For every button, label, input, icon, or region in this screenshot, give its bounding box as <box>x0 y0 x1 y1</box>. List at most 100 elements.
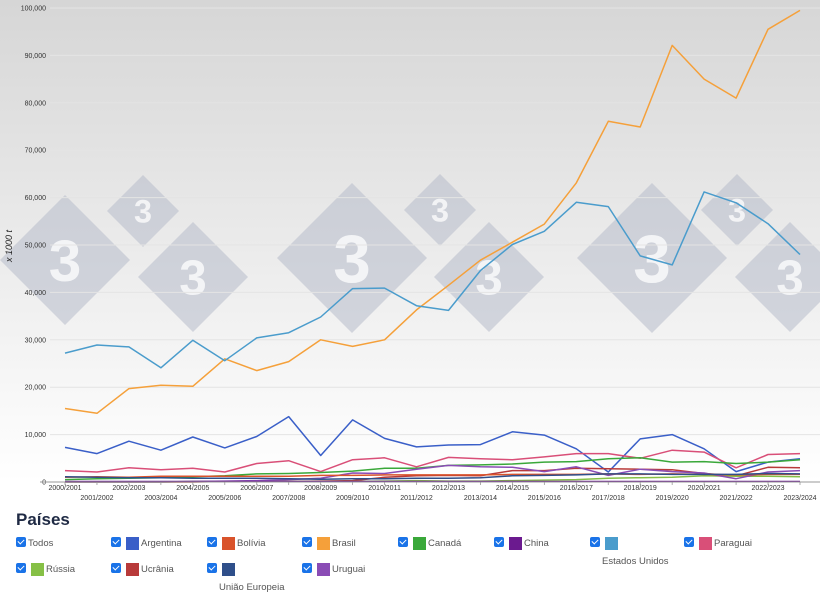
x-tick-label: 2021/2022 <box>720 495 753 502</box>
legend-checkbox[interactable] <box>111 563 121 573</box>
legend-checkbox[interactable] <box>398 537 408 547</box>
legend-item-todos[interactable]: Todos <box>16 537 53 550</box>
x-tick-label: 2006/2007 <box>240 485 273 492</box>
series-line-paraguai <box>64 449 801 473</box>
legend-swatch <box>605 537 618 550</box>
y-tick-label: 30,000 <box>25 337 47 344</box>
series-lines <box>64 9 801 483</box>
x-tick-label: 2004/2005 <box>176 485 209 492</box>
x-tick-label: 2005/2006 <box>208 495 241 502</box>
legend-checkbox[interactable] <box>16 563 26 573</box>
watermark-diamond: 3 <box>404 174 476 246</box>
legend-label: Todos <box>28 538 54 549</box>
legend-item-ucrânia[interactable]: Ucrânia <box>111 563 174 576</box>
x-tick-label: 2001/2002 <box>80 495 113 502</box>
x-tick-label: 2007/2008 <box>272 495 305 502</box>
series-line-estados-unidos <box>64 191 801 369</box>
y-tick-label: 0 <box>42 480 46 487</box>
legend-checkbox[interactable] <box>207 563 217 573</box>
legend-label: Paraguai <box>714 538 753 549</box>
legend-item-bolívia[interactable]: Bolívia <box>207 537 266 550</box>
x-tick-label: 2010/2011 <box>368 485 401 492</box>
line-chart: 333 333 333 010,00020,00030,00040,00050,00… <box>0 0 820 502</box>
y-tick-label: 90,000 <box>25 53 47 60</box>
legend-item-paraguai[interactable]: Paraguai <box>684 537 752 550</box>
watermark-glyph: 3 <box>179 251 207 306</box>
legend-swatch <box>413 537 426 550</box>
x-tick-label: 2022/2023 <box>751 485 784 492</box>
legend-label: Brasil <box>332 538 356 549</box>
legend-label: Uruguai <box>332 564 366 575</box>
y-tick-label: 50,000 <box>25 243 47 250</box>
legend-checkbox[interactable] <box>302 537 312 547</box>
y-tick-label: 70,000 <box>25 148 47 155</box>
x-tick-label: 2023/2024 <box>783 495 816 502</box>
watermark-glyph: 3 <box>431 193 449 229</box>
x-tick-label: 2011/2012 <box>400 495 433 502</box>
legend-checkbox[interactable] <box>111 537 121 547</box>
y-tick-label: 60,000 <box>25 195 47 202</box>
watermark-diamond: 3 <box>277 183 427 333</box>
legend-item-argentina[interactable]: Argentina <box>111 537 182 550</box>
legend-item-china[interactable]: China <box>494 537 549 550</box>
watermark-glyph: 3 <box>475 251 503 306</box>
x-tick-label: 2016/2017 <box>560 485 593 492</box>
x-tick-label: 2015/2016 <box>528 495 561 502</box>
x-tick-label: 2008/2009 <box>304 485 337 492</box>
legend-label: União Europeia <box>219 582 285 593</box>
watermark-glyph: 3 <box>49 229 82 294</box>
legend-swatch <box>126 563 139 576</box>
legend-swatch <box>509 537 522 550</box>
x-tick-label: 2017/2018 <box>592 495 625 502</box>
legend-swatch <box>317 563 330 576</box>
y-axis-label: x 1000 t <box>4 229 14 263</box>
watermark-diamond: 3 <box>107 175 179 247</box>
legend-checkbox[interactable] <box>302 563 312 573</box>
y-tick-label: 100,000 <box>21 6 46 13</box>
legend-swatch <box>31 563 44 576</box>
watermark-glyph: 3 <box>776 251 804 306</box>
x-tick-label: 2009/2010 <box>336 495 369 502</box>
x-tick-label: 2014/2015 <box>496 485 529 492</box>
legend-label: Argentina <box>141 538 182 549</box>
x-tick-label: 2018/2019 <box>624 485 657 492</box>
y-tick-label: 10,000 <box>25 432 47 439</box>
legend-item-brasil[interactable]: Brasil <box>302 537 356 550</box>
x-tick-label: 2000/2001 <box>48 485 81 492</box>
legend-label: Estados Unidos <box>602 556 669 567</box>
legend-checkbox[interactable] <box>16 537 26 547</box>
legend-label: Ucrânia <box>141 564 174 575</box>
legend-checkbox[interactable] <box>494 537 504 547</box>
legend-item-união-europeia[interactable]: União Europeia <box>207 563 285 593</box>
legend-item-uruguai[interactable]: Uruguai <box>302 563 365 576</box>
legend-swatch <box>317 537 330 550</box>
watermark-diamond: 3 <box>701 174 773 246</box>
legend-swatch <box>222 537 235 550</box>
series-line-união-europeia <box>64 472 801 480</box>
legend-label: Canadá <box>428 538 462 549</box>
legend-item-rússia[interactable]: Rússia <box>16 563 75 576</box>
legend-title: Países <box>16 510 70 529</box>
legend-checkbox[interactable] <box>684 537 694 547</box>
watermark-diamond: 3 <box>735 222 820 332</box>
legend-checkbox[interactable] <box>590 537 600 547</box>
legend-label: Bolívia <box>237 538 266 549</box>
legend-checkbox[interactable] <box>207 537 217 547</box>
x-tick-label: 2012/2013 <box>432 485 465 492</box>
axes: 0 10,000 20,000 30,000 40,000 50,000 60,000 70,… <box>21 6 820 502</box>
y-tick-label: 80,000 <box>25 100 47 107</box>
series-line-argentina <box>64 415 801 473</box>
legend-item-estados-unidos[interactable]: Estados Unidos <box>590 537 669 567</box>
y-tick-label: 20,000 <box>25 385 47 392</box>
watermark-diamond: 3 <box>577 183 727 333</box>
legend-item-canadá[interactable]: Canadá <box>398 537 461 550</box>
x-tick-label: 2020/2021 <box>688 485 721 492</box>
watermark-glyph: 3 <box>134 194 152 230</box>
legend-swatch <box>126 537 139 550</box>
legend-swatch <box>699 537 712 550</box>
x-tick-label: 2002/2003 <box>112 485 145 492</box>
y-tick-label: 40,000 <box>25 290 47 297</box>
watermark-glyph: 3 <box>333 222 371 297</box>
legend-swatch <box>222 563 235 576</box>
